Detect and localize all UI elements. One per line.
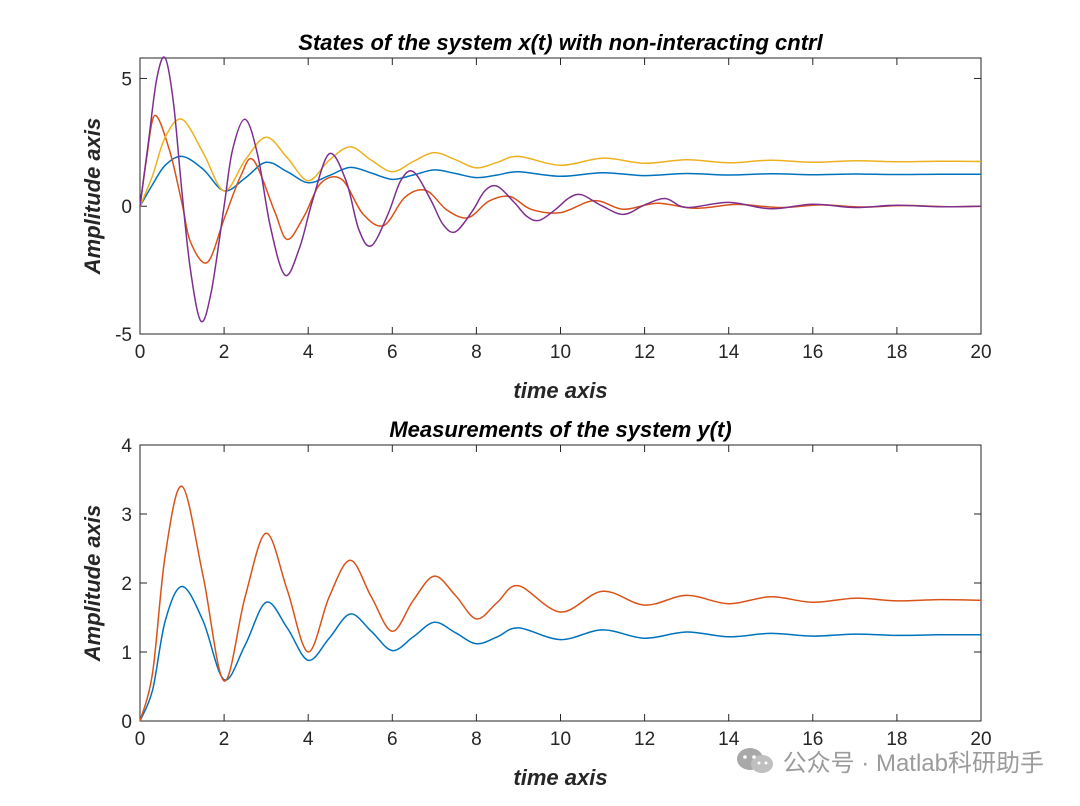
states-xtick-label-10: 10 [550, 342, 571, 363]
states-xtick-label-18: 18 [886, 342, 907, 363]
measurements-ytick-label-1: 1 [121, 643, 132, 664]
measurements-title: Measurements of the system y(t) [389, 417, 731, 442]
states-panel: 0 2 4 6 8 10 12 14 16 18 20-505 States of the syst… [80, 30, 992, 403]
states-xtick-label-14: 14 [718, 342, 740, 363]
states-ticks: 0 2 4 6 8 10 12 14 16 18 20-505 [115, 58, 992, 363]
measurements-xtick-label-16: 16 [802, 729, 823, 750]
states-series-x3 [139, 118, 982, 207]
measurements-xtick-label-0: 0 [135, 729, 146, 750]
states-ylabel: Amplitude axis [80, 118, 105, 275]
measurements-xtick-label-4: 4 [303, 729, 314, 750]
states-xtick-label-0: 0 [135, 342, 146, 363]
states-ytick-label--5: -5 [115, 325, 132, 346]
states-xtick-label-20: 20 [970, 342, 991, 363]
states-axes-box [139, 57, 982, 335]
watermark-text: 公众号 · Matlab科研助手 [782, 750, 1044, 777]
measurements-xtick-label-12: 12 [634, 729, 655, 750]
states-xtick-label-16: 16 [802, 342, 823, 363]
states-xtick-label-2: 2 [219, 342, 230, 363]
measurements-xtick-label-18: 18 [886, 729, 907, 750]
measurements-ytick-label-4: 4 [121, 436, 132, 457]
states-series-x4 [139, 56, 982, 323]
measurements-xlabel: time axis [513, 765, 607, 790]
states-ytick-label-5: 5 [121, 69, 132, 90]
measurements-xtick-label-2: 2 [219, 729, 230, 750]
measurements-xtick-label-20: 20 [970, 729, 991, 750]
measurements-series [139, 485, 982, 722]
states-title: States of the system x(t) with non-inter… [298, 30, 823, 55]
measurements-xtick-label-8: 8 [471, 729, 482, 750]
measurements-ytick-label-0: 0 [121, 712, 132, 733]
states-xtick-label-6: 6 [387, 342, 398, 363]
states-xlabel: time axis [513, 378, 607, 403]
states-xtick-label-8: 8 [471, 342, 482, 363]
measurements-ylabel: Amplitude axis [80, 505, 105, 662]
states-ytick-label-0: 0 [121, 197, 132, 218]
measurements-series-y2 [139, 485, 982, 722]
measurements-xtick-label-10: 10 [550, 729, 571, 750]
measurements-xtick-label-14: 14 [718, 729, 740, 750]
states-xtick-label-4: 4 [303, 342, 314, 363]
measurements-ytick-label-2: 2 [121, 574, 132, 595]
watermark: 公众号 · Matlab科研助手 [735, 743, 1044, 778]
states-series [139, 56, 982, 323]
states-xtick-label-12: 12 [634, 342, 655, 363]
measurements-axes-box [139, 444, 982, 722]
wechat-icon [736, 747, 773, 773]
measurements-ytick-label-3: 3 [121, 505, 132, 526]
measurements-xtick-label-6: 6 [387, 729, 398, 750]
